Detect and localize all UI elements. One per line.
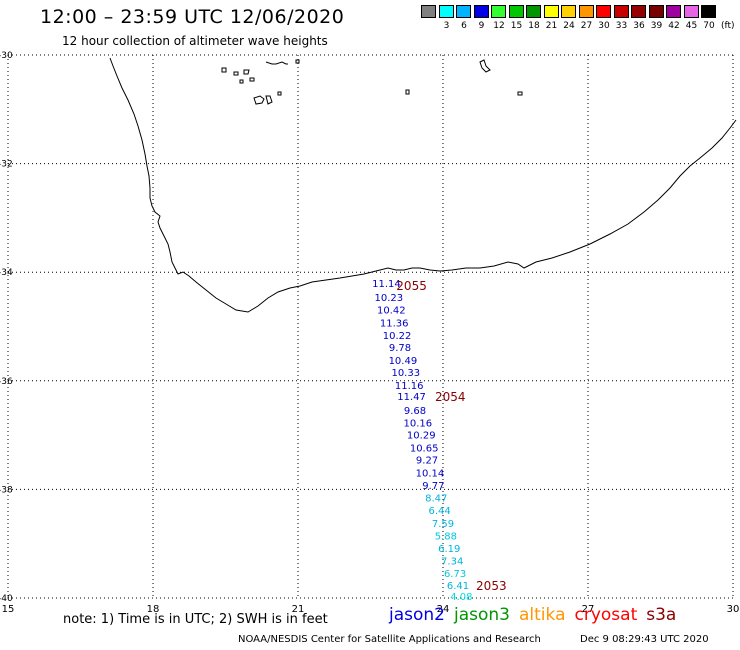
lon-tick-label: 30 [727,604,740,615]
swh-value-label: 10.22 [383,331,412,342]
legend-label: 3 [443,21,450,31]
coastline [109,57,737,313]
legend-swatch [473,5,489,18]
lat-tick-label: -30 [0,51,13,61]
island-f [517,91,523,96]
legend-swatch [701,5,716,18]
pass-time-label: 2055 [396,279,427,293]
legend-label: 30 [598,21,610,31]
generated-timestamp: Dec 9 08:29:43 UTC 2020 [580,634,709,645]
swh-value-label: 11.47 [397,392,426,403]
legend-swatch [578,5,594,18]
lon-tick-label: 18 [147,604,160,615]
legend-label: 18 [528,21,540,31]
island-cluster-b [265,59,300,65]
swh-value-label: 10.42 [377,306,406,317]
legend-label: 6 [461,21,467,31]
island-cluster-c [253,91,282,105]
lat-lon-grid [7,54,734,599]
legend-label: 70 [703,21,715,31]
axis-tick-labels: 15 18 21 24 27 30 -30 -32 -34 -36 -38 -40 [0,51,739,615]
legend-swatch [421,5,436,18]
legend-label: 9 [478,21,485,31]
swh-value-label: 9.27 [416,456,438,467]
legend-label: 36 [633,21,645,31]
legend-swatch [613,5,629,18]
legend-label: 42 [668,21,680,31]
lat-tick-label: -38 [0,485,13,495]
units-note: note: 1) Time is in UTC; 2) SWH is in fe… [63,612,328,627]
swh-value-label: 10.23 [375,293,404,304]
swh-value-label: 9.68 [404,406,426,417]
satellite-name-altika: altika [519,605,566,625]
pass-time-labels: 2055 2054 2053 [396,279,506,593]
swh-value-label: 11.16 [395,381,424,392]
swh-value-label: 10.33 [391,368,420,379]
legend-unit: (ft) [721,21,735,31]
legend-swatch [596,5,611,18]
legend-label: 15 [510,21,523,31]
satellite-name-cryosat: cryosat [574,605,638,625]
swh-value-label: 6.44 [428,506,450,517]
lon-tick-label: 24 [437,604,450,615]
swh-value-label: 10.14 [416,469,445,480]
swh-value-label: 10.65 [410,444,439,455]
swh-value-label: 9.77 [422,481,444,492]
lon-tick-label: 27 [582,604,595,615]
legend-label: 33 [615,21,628,31]
swh-value-label: 8.47 [425,494,447,505]
satellite-name-jason3: jason3 [454,605,510,625]
lon-tick-label: 21 [292,604,305,615]
swh-value-label: 7.34 [441,557,463,568]
pass-time-label: 2054 [435,390,466,404]
legend-swatch [683,5,699,18]
map-title: 12:00 – 23:59 UTC 12/06/2020 [40,6,345,28]
swh-value-label: 7.59 [432,519,454,530]
pass-time-label: 2053 [476,579,507,593]
swh-value-label: 10.16 [404,419,433,430]
legend-label: 12 [493,21,505,31]
legend-swatch [438,5,454,18]
legend-swatch [631,5,646,18]
satellite-legend: jason2 jason3 altika cryosat s3a [389,605,685,625]
swh-value-label: 6.41 [447,581,469,592]
legend-label: 45 [685,21,698,31]
legend-swatch [666,5,681,18]
satellite-name-s3a: s3a [646,605,677,625]
island-cluster-a [221,67,255,84]
legend-swatch [561,5,576,18]
legend-swatch [491,5,506,18]
lat-tick-label: -40 [0,594,13,604]
lat-tick-label: -34 [0,268,13,278]
swh-value-label: 6.19 [438,544,460,555]
swh-value-label: 5.88 [435,532,457,543]
swh-value-label: 11.36 [380,319,409,330]
swh-value-label: 11.14 [372,279,401,290]
legend-swatch [456,5,471,18]
swh-value-label: 10.29 [407,431,436,442]
legend-label: 21 [545,21,558,31]
legend-swatch [508,5,524,18]
legend-swatch [648,5,664,18]
credit-line: NOAA/NESDIS Center for Satellite Applica… [238,634,541,645]
map-subtitle: 12 hour collection of altimeter wave hei… [62,34,328,48]
swh-value-label: 6.73 [444,569,466,580]
legend-label: 27 [580,21,593,31]
coastline-mainland [109,57,737,313]
legend-swatch [526,5,541,18]
island-e [405,89,410,95]
lon-tick-label: 15 [2,604,15,615]
legend-swatch [543,5,559,18]
satellite-name-jason2: jason2 [389,605,445,625]
swh-value-label: 10.49 [389,356,418,367]
lat-tick-label: -32 [0,160,13,170]
legend-label: 39 [650,21,663,31]
swh-value-label: 4.08 [450,592,472,603]
lat-tick-label: -36 [0,377,13,387]
island-d [479,59,491,73]
legend-label: 24 [563,21,575,31]
swh-value-label: 9.78 [389,343,411,354]
